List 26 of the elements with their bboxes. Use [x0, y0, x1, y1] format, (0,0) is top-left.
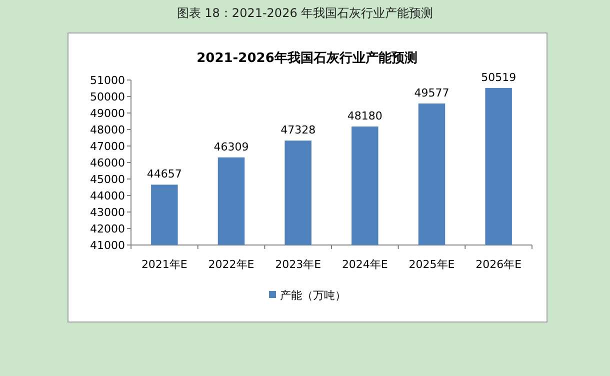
y-tick-label: 42000 [90, 222, 125, 236]
x-tick-label: 2024年E [342, 258, 388, 271]
y-tick-label: 51000 [90, 74, 125, 87]
data-label: 48180 [347, 110, 382, 123]
data-label: 49577 [414, 86, 450, 100]
y-tick-label: 45000 [90, 173, 125, 186]
data-label: 50519 [481, 70, 516, 84]
y-tick-label: 41000 [90, 239, 125, 252]
x-tick-label: 2021年E [141, 258, 188, 271]
y-tick-label: 43000 [90, 206, 125, 219]
legend-label: 产能（万吨） [280, 289, 346, 302]
x-tick-label: 2026年E [476, 258, 522, 271]
x-tick-label: 2025年E [408, 258, 455, 271]
y-tick-label: 48000 [90, 124, 125, 136]
y-tick-label: 50000 [90, 90, 125, 104]
y-tick-label: 47000 [90, 140, 125, 153]
chart-title: 2021-2026年我国石灰行业产能预测 [196, 50, 418, 66]
data-label: 44657 [146, 168, 182, 181]
y-tick-label: 49000 [90, 107, 125, 120]
x-tick-label: 2023年E [275, 258, 322, 271]
y-tick-label: 46000 [90, 156, 125, 170]
y-tick-label: 44000 [90, 190, 125, 202]
data-label: 47328 [280, 124, 316, 137]
data-label: 46309 [214, 140, 249, 154]
x-tick-label: 2022年E [208, 258, 254, 271]
text: 图表 18：2021-2026 年我国石灰行业产能预测 [176, 6, 434, 20]
